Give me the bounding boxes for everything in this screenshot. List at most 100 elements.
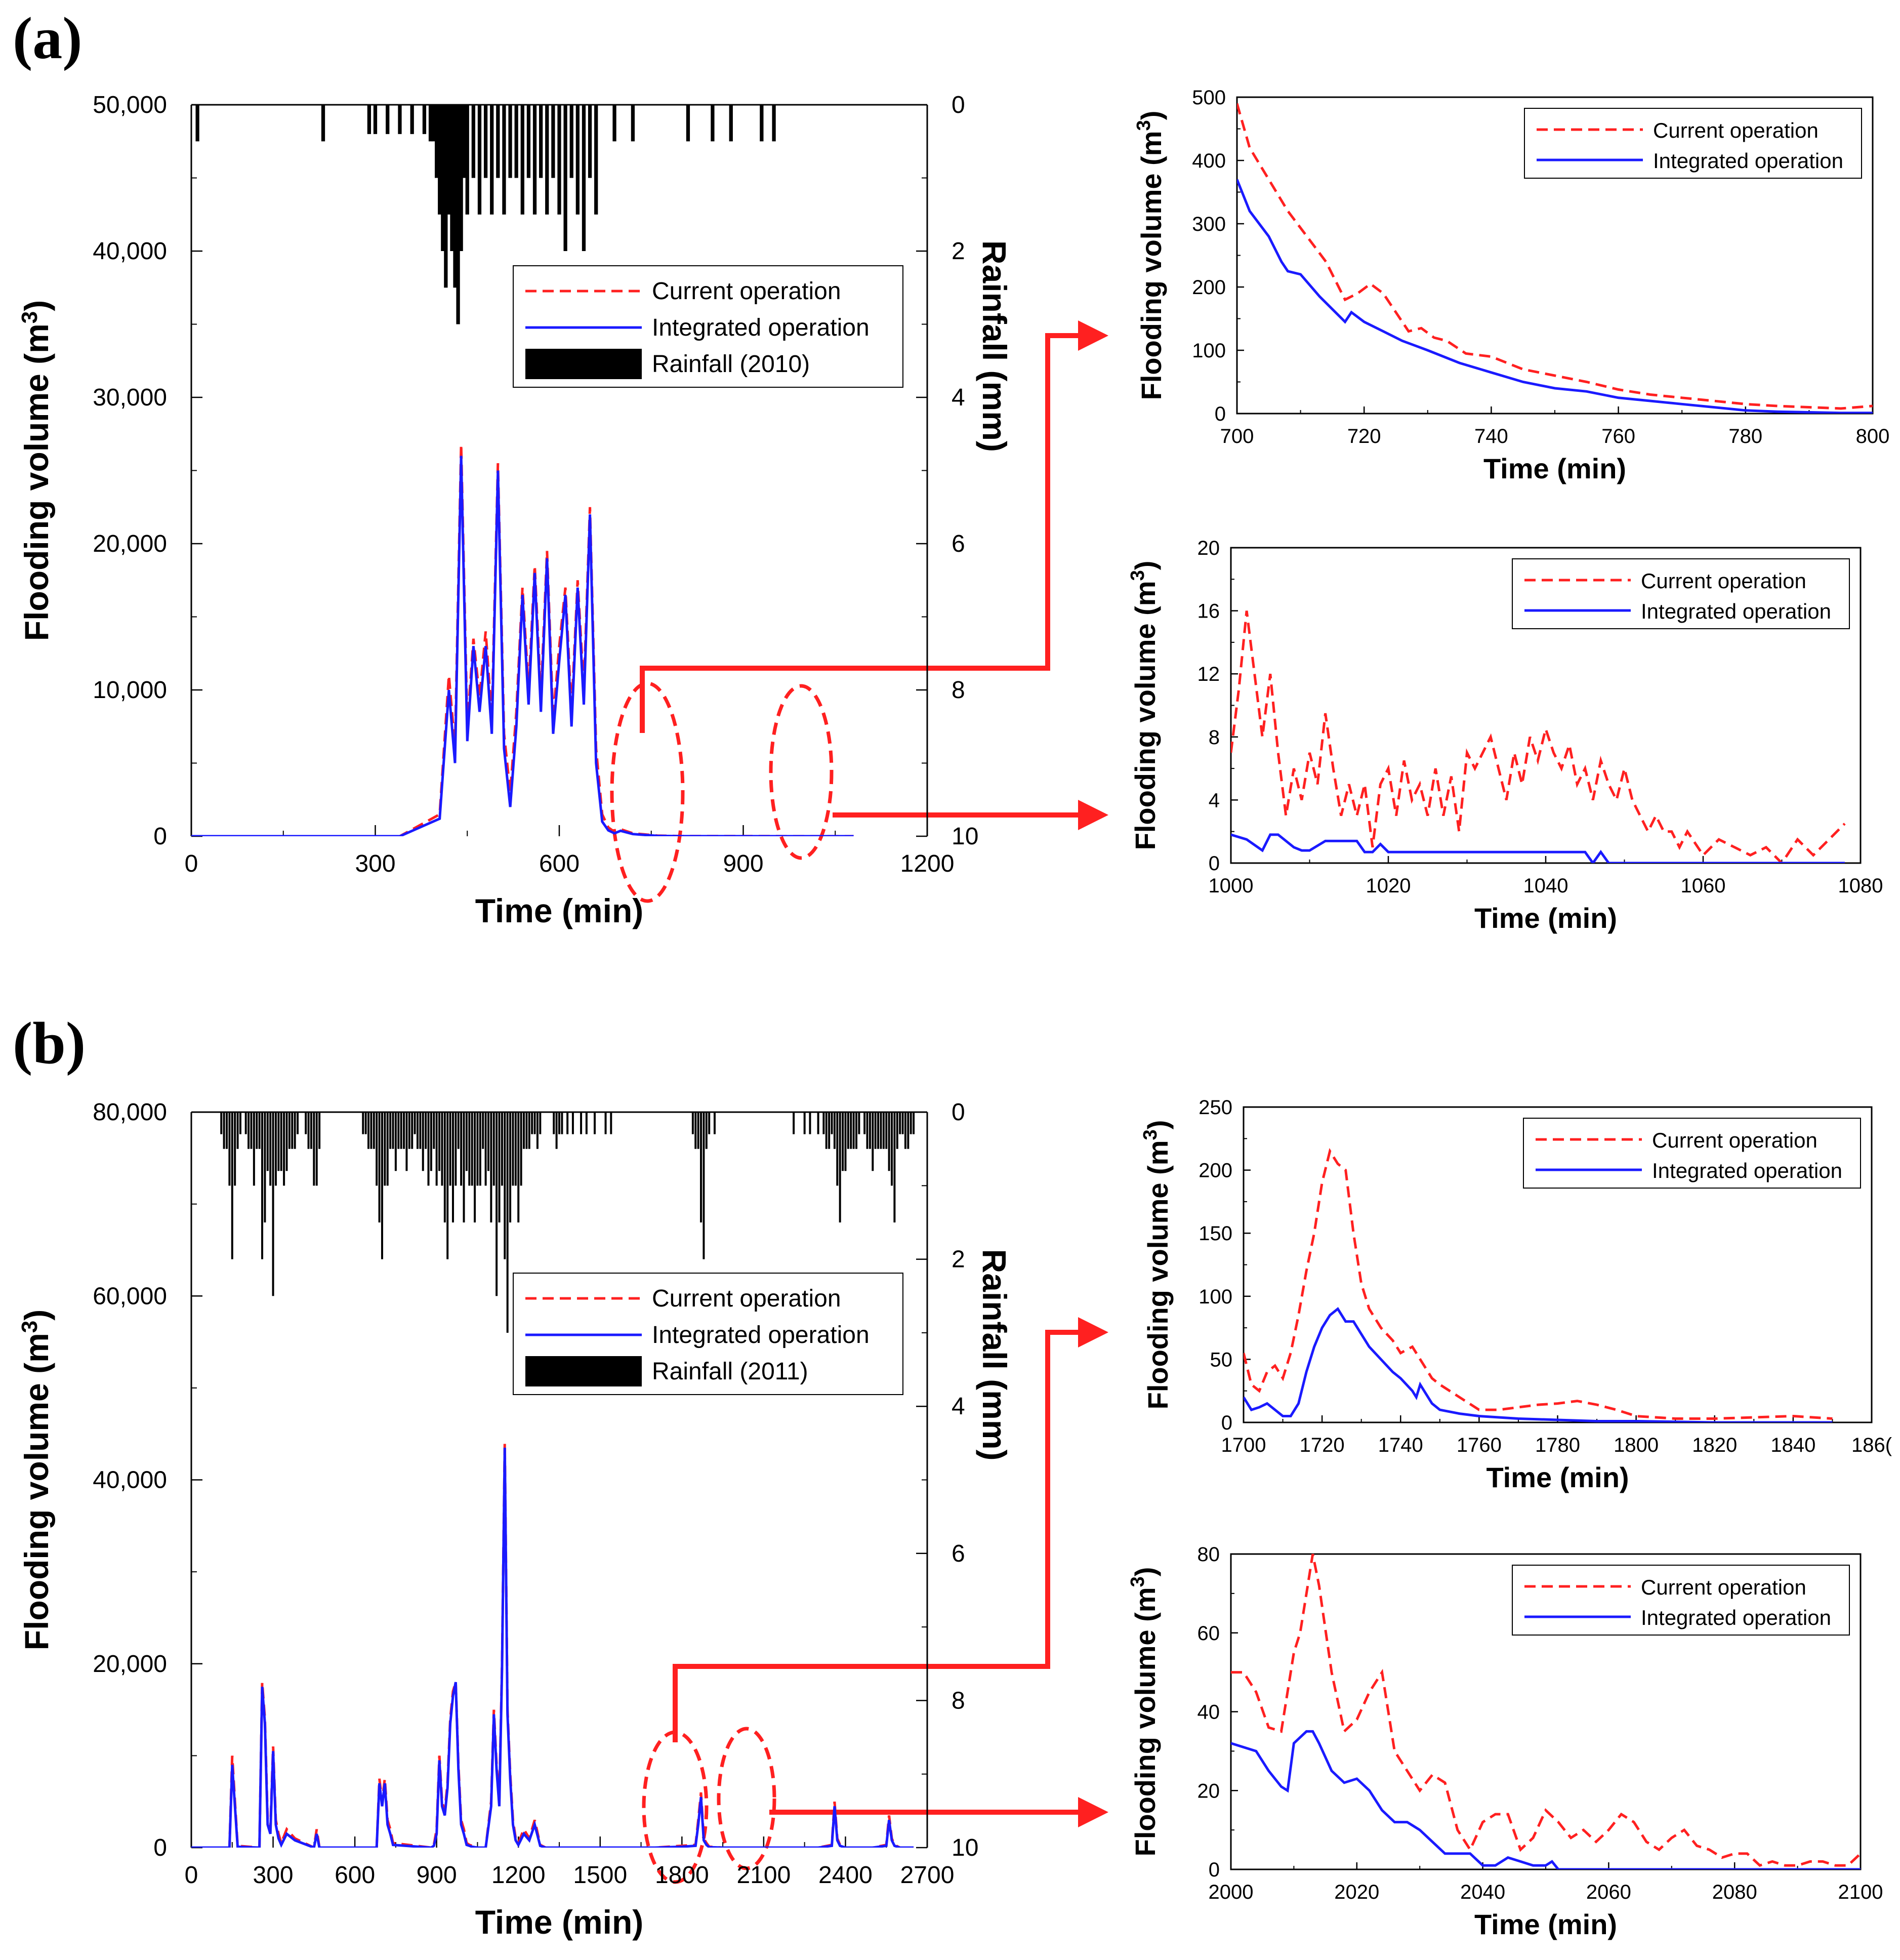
rainfall-bar	[793, 1112, 795, 1134]
zoom-arrowhead	[1078, 800, 1108, 830]
rainfall-bar	[885, 1112, 888, 1149]
rainfall-bar	[272, 1112, 274, 1296]
legend-label: Integrated operation	[1653, 149, 1843, 173]
series-integrated-operation	[191, 456, 854, 836]
rainfall-bar	[525, 1112, 528, 1149]
x-tick-label: 760	[1601, 425, 1635, 447]
y-tick-label: 300	[1192, 213, 1226, 235]
x-tick-label: 780	[1728, 425, 1762, 447]
rainfall-bar	[531, 1112, 533, 1134]
x-tick-label: 1800	[1614, 1434, 1659, 1456]
x-tick-label: 900	[417, 1862, 457, 1889]
rainfall-bar	[890, 1112, 893, 1186]
y-tick-label: 10,000	[93, 677, 167, 704]
rainfall-bar	[833, 1112, 836, 1149]
y-tick-label: 400	[1192, 150, 1226, 172]
legend-label: Integrated operation	[652, 314, 870, 341]
rainfall-bar	[226, 1112, 228, 1149]
y-tick-label: 8	[1209, 726, 1220, 749]
y2-axis-title: Rainfall (mm)	[976, 240, 1013, 452]
rainfall-bar	[557, 105, 561, 215]
rainfall-bar	[855, 1112, 857, 1149]
rainfall-bar	[594, 105, 598, 215]
rainfall-bar	[362, 1112, 364, 1134]
y-axis-title: Flooding volume (m3)	[1127, 561, 1161, 850]
rainfall-bar	[234, 1112, 236, 1186]
rainfall-bar	[236, 1112, 239, 1149]
legend-label: Rainfall (2010)	[652, 351, 810, 378]
rainfall-bar	[446, 1112, 449, 1259]
rainfall-bar	[441, 1112, 443, 1186]
x-tick-label: 600	[539, 850, 580, 877]
rainfall-bar	[490, 105, 494, 215]
rainfall-bar	[551, 105, 555, 178]
rainfall-bar	[869, 1112, 871, 1149]
y-tick-label: 80,000	[93, 1099, 167, 1126]
rainfall-bar	[512, 1112, 514, 1186]
rainfall-bar	[220, 1112, 223, 1134]
rainfall-bar	[266, 1112, 269, 1171]
y2-tick-label: 6	[952, 1540, 965, 1567]
y-tick-label: 40,000	[93, 1467, 167, 1494]
y2-tick-label: 2	[952, 238, 965, 265]
rainfall-bar	[447, 105, 451, 215]
x-tick-label: 1780	[1535, 1434, 1580, 1456]
series-integrated-operation	[191, 1447, 914, 1848]
legend: Current operation Integrated operation Rai…	[513, 265, 903, 388]
rainfall-bar	[514, 105, 518, 178]
x-tick-label: 700	[1220, 425, 1254, 447]
x-axis-title: Time (min)	[475, 1903, 643, 1941]
rainfall-bar	[831, 1112, 833, 1134]
rainfall-bar	[384, 1112, 386, 1186]
rainfall-bar	[517, 1112, 520, 1222]
rainfall-bar	[422, 1112, 424, 1171]
rainfall-bar	[228, 1112, 231, 1186]
rainfall-bar	[483, 105, 488, 178]
rainfall-bar	[553, 1112, 555, 1134]
rainfall-bar	[373, 1112, 375, 1149]
rainfall-bar	[433, 1112, 435, 1149]
rainfall-bar	[836, 1112, 839, 1186]
y-tick-label: 100	[1192, 340, 1226, 362]
y-tick-label: 20,000	[93, 530, 167, 557]
x-axis-title: Time (min)	[1486, 1461, 1629, 1493]
y-tick-label: 60	[1197, 1622, 1220, 1645]
legend-label: Current operation	[1652, 1128, 1818, 1152]
rainfall-bar	[842, 1112, 844, 1171]
y-tick-label: 60,000	[93, 1283, 167, 1310]
x-tick-label: 1820	[1692, 1434, 1737, 1456]
rainfall-bar	[321, 105, 325, 142]
legend-box	[1512, 1565, 1850, 1636]
rainfall-bar	[462, 105, 466, 178]
rainfall-bar	[474, 1112, 476, 1222]
rainfall-bar	[428, 105, 433, 142]
rainfall-bar	[866, 1112, 869, 1149]
rainfall-bar	[274, 1112, 277, 1186]
rainfall-bar	[772, 105, 776, 142]
rainfall-bar	[858, 1112, 860, 1134]
zoom-connector	[673, 1330, 1078, 1742]
rainfall-bar	[244, 1112, 247, 1134]
rainfall-bar	[455, 1112, 457, 1186]
y-tick-label: 12	[1197, 663, 1220, 685]
x-tick-label: 1040	[1523, 875, 1568, 897]
rainfall-bar	[711, 105, 715, 142]
y-tick-label: 16	[1197, 600, 1220, 623]
zoom-arrowhead	[1078, 320, 1108, 351]
series-current-operation	[1231, 610, 1846, 863]
rainfall-bar	[258, 1112, 261, 1149]
rainfall-bar	[495, 1112, 498, 1296]
rainfall-bar	[451, 1112, 454, 1222]
rainfall-bar	[839, 1112, 841, 1222]
x-tick-label: 1060	[1681, 875, 1726, 897]
rainfall-bar	[896, 1112, 898, 1149]
rainfall-bar	[694, 1112, 697, 1149]
rainfall-bar	[558, 1112, 560, 1134]
rainfall-bar	[612, 105, 616, 142]
rainfall-bar	[498, 1112, 501, 1222]
legend-label: Current operation	[1653, 118, 1819, 142]
rainfall-bar	[313, 1112, 315, 1186]
y2-tick-label: 4	[952, 384, 965, 411]
rainfall-bar	[431, 105, 436, 142]
y2-tick-label: 10	[952, 1834, 978, 1861]
